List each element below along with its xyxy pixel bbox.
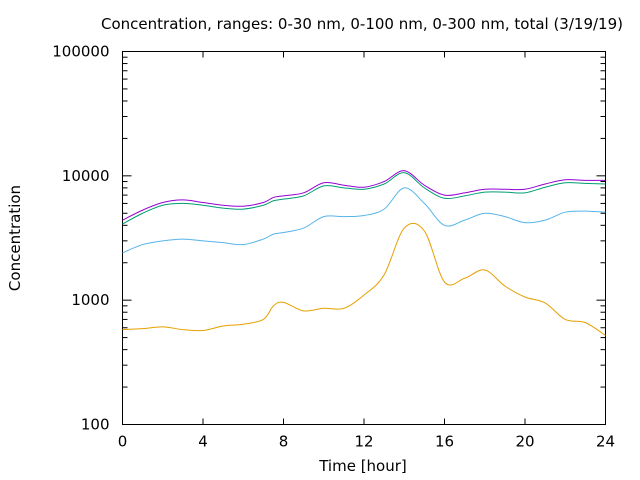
series-lines	[122, 170, 606, 336]
chart-title: Concentration, ranges: 0-30 nm, 0-100 nm…	[101, 15, 623, 33]
x-tick-label: 8	[279, 433, 289, 451]
plot-frame	[122, 51, 606, 425]
x-tick-label: 24	[596, 433, 615, 451]
y-tick-label: 100000	[52, 43, 109, 61]
series-line-4	[122, 222, 606, 336]
x-tick-label: 12	[354, 433, 373, 451]
x-tick-label: 0	[118, 433, 128, 451]
y-axis-label: Concentration	[6, 185, 24, 291]
x-tick-label: 16	[435, 433, 454, 451]
y-axis: 100 1000 10000 100000	[52, 43, 606, 434]
series-line-3	[122, 187, 606, 254]
y-tick-label: 10000	[62, 167, 110, 185]
y-tick-label: 1000	[71, 291, 109, 309]
y-tick-label: 100	[81, 416, 110, 434]
series-line-1	[122, 170, 606, 221]
x-tick-label: 4	[198, 433, 208, 451]
series-line-2	[122, 172, 606, 225]
x-axis-label: Time [hour]	[318, 457, 407, 475]
x-axis: 0 4 8 12 16 20 24	[118, 51, 615, 451]
x-tick-label: 20	[515, 433, 534, 451]
